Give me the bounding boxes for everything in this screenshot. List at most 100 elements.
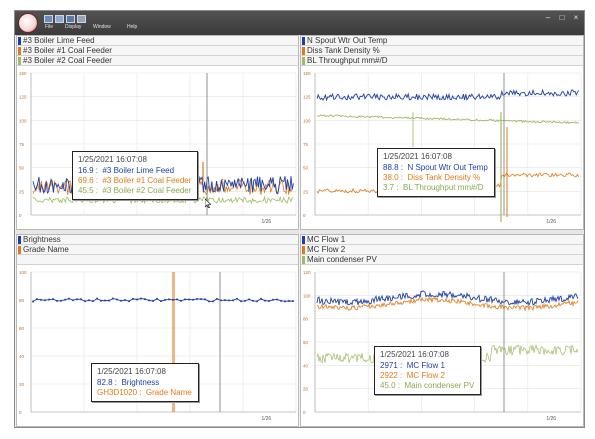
trend-panel-mc-flow: MC Flow 1 MC Flow 2 Main condenser PV 12… <box>300 234 584 427</box>
y-tick-label: 125 <box>19 95 27 100</box>
legend-label: N Spout Wtr Out Temp <box>307 36 388 45</box>
menu-file[interactable]: File <box>45 24 54 30</box>
tooltip-value: 38.0 <box>383 173 399 182</box>
series-line-mc-flow-1 <box>316 290 579 307</box>
data-point <box>176 298 178 301</box>
plot-area[interactable]: 150 125 100 75 50 25 0 1/26 <box>17 67 298 229</box>
legend-row-coal-feeder-2[interactable]: #3 Boiler #2 Coal Feeder <box>17 56 298 66</box>
legend-row-brightness[interactable]: Brightness <box>17 235 298 245</box>
print-icon[interactable] <box>77 15 86 23</box>
plot-area[interactable]: 120 100 80 60 40 20 0 1/26 <box>301 266 583 426</box>
data-point <box>168 298 170 301</box>
trend-chart: 100 80 60 40 20 0 1/26 <box>19 270 297 422</box>
x-tick-label: 1/26 <box>261 416 271 422</box>
data-point <box>208 300 210 303</box>
data-point <box>100 299 102 302</box>
data-point <box>124 298 126 301</box>
tooltip-value: 88.8 <box>383 163 399 172</box>
menu-display[interactable]: Display <box>65 24 82 30</box>
save-icon[interactable] <box>55 15 64 23</box>
data-point <box>144 298 146 301</box>
legend-row-lime-feed[interactable]: #3 Boiler Lime Feed <box>17 36 298 46</box>
tooltip-label: BL Throughput mm#/D <box>403 183 484 192</box>
legend-row-mc-flow-1[interactable]: MC Flow 1 <box>301 235 583 245</box>
tooltip-timestamp: 1/25/2021 16:07:08 <box>78 155 147 164</box>
data-point <box>76 298 78 301</box>
tooltip-value: 82.8 <box>97 378 113 387</box>
maximize-button[interactable]: □ <box>559 13 565 22</box>
value-tooltip: 1/25/2021 16:07:08 16.9 : #3 Boiler Lime… <box>72 151 199 200</box>
legend-row-coal-feeder-1[interactable]: #3 Boiler #1 Coal Feeder <box>17 46 298 56</box>
y-tick-label: 100 <box>303 293 311 298</box>
open-icon[interactable] <box>44 15 53 23</box>
plot-area[interactable]: 100 80 60 40 20 0 1/26 <box>17 266 298 426</box>
menu-window[interactable]: Window <box>93 24 111 30</box>
legend-row-diss-tank[interactable]: Diss Tank Density % <box>301 46 583 56</box>
y-tick-label: 0 <box>19 410 22 415</box>
data-point <box>180 299 182 302</box>
tooltip-timestamp: 1/25/2021 16:07:08 <box>383 152 452 161</box>
legend-row-main-condenser[interactable]: Main condenser PV <box>301 255 583 265</box>
data-point <box>244 299 246 302</box>
tooltip-label: N Spout Wtr Out Temp <box>407 163 488 172</box>
legend-row-bl-throughput[interactable]: BL Throughput mm#/D <box>301 56 583 66</box>
y-tick-label: 0 <box>303 213 306 218</box>
data-point <box>96 297 98 300</box>
trend-viewer-window: File Display Window Help – □ × #3 Boiler… <box>14 10 585 428</box>
close-button[interactable]: × <box>573 13 579 22</box>
trend-chart: 150 125 100 75 50 25 0 1/26 <box>19 71 297 225</box>
y-tick-label: 50 <box>19 166 25 171</box>
legend-row-empty <box>17 255 298 265</box>
data-point <box>268 299 270 302</box>
y-tick-label: 80 <box>19 298 25 303</box>
data-point <box>120 299 122 302</box>
y-tick-label: 125 <box>303 95 311 100</box>
data-point <box>36 298 38 301</box>
tooltip-value: 3.7 <box>383 183 395 192</box>
panel-separator[interactable] <box>15 230 584 234</box>
data-point <box>264 299 266 302</box>
data-point <box>136 298 138 301</box>
trend-panel-boiler: #3 Boiler Lime Feed #3 Boiler #1 Coal Fe… <box>16 35 299 230</box>
tooltip-label: Main condenser PV <box>404 381 475 390</box>
y-tick-label: 0 <box>303 410 306 415</box>
save-as-icon[interactable] <box>66 15 75 23</box>
series-line-mc-flow-2 <box>316 296 579 312</box>
x-tick-label: 1/26 <box>546 219 556 225</box>
legend-label: Main condenser PV <box>307 255 377 264</box>
menu-help[interactable]: Help <box>127 24 138 30</box>
data-point <box>132 297 134 300</box>
minimize-button[interactable]: – <box>545 13 551 22</box>
legend-label: Grade Name <box>23 245 69 254</box>
y-tick-label: 100 <box>19 270 27 275</box>
y-tick-label: 25 <box>303 189 309 194</box>
y-tick-label: 120 <box>303 270 311 275</box>
tooltip-value: 2971 <box>380 361 398 370</box>
value-tooltip: 1/25/2021 16:07:08 82.8 : Brightness GH3… <box>91 363 199 402</box>
app-logo-icon[interactable] <box>18 13 38 33</box>
data-point <box>200 298 202 301</box>
data-point <box>232 299 234 302</box>
legend-row-grade-name[interactable]: Grade Name <box>17 245 298 255</box>
data-point <box>228 299 230 302</box>
legend-row-mc-flow-2[interactable]: MC Flow 2 <box>301 245 583 255</box>
data-point <box>156 297 158 300</box>
tooltip-value: 45.0 <box>380 381 396 390</box>
data-point <box>216 297 218 300</box>
data-point <box>248 298 250 301</box>
legend-label: #3 Boiler #2 Coal Feeder <box>23 56 112 65</box>
tooltip-value: 16.9 <box>78 166 94 175</box>
tooltip-label: Diss Tank Density % <box>407 173 481 182</box>
trend-panel-brightness: Brightness Grade Name 100 80 60 40 20 0 1/26 1… <box>16 234 299 427</box>
data-point <box>92 300 94 303</box>
legend-row-spout-temp[interactable]: N Spout Wtr Out Temp <box>301 36 583 46</box>
legend-label: #3 Boiler Lime Feed <box>23 36 95 45</box>
x-tick-label: 1/26 <box>546 416 556 422</box>
plot-area[interactable]: 150 125 100 75 50 25 0 1/26 <box>301 67 583 229</box>
data-point <box>172 298 174 301</box>
legend-label: MC Flow 1 <box>307 235 346 244</box>
trend-chart: 120 100 80 60 40 20 0 1/26 <box>303 270 582 422</box>
data-point <box>116 298 118 301</box>
data-point <box>212 300 214 303</box>
y-tick-label: 20 <box>303 387 309 392</box>
